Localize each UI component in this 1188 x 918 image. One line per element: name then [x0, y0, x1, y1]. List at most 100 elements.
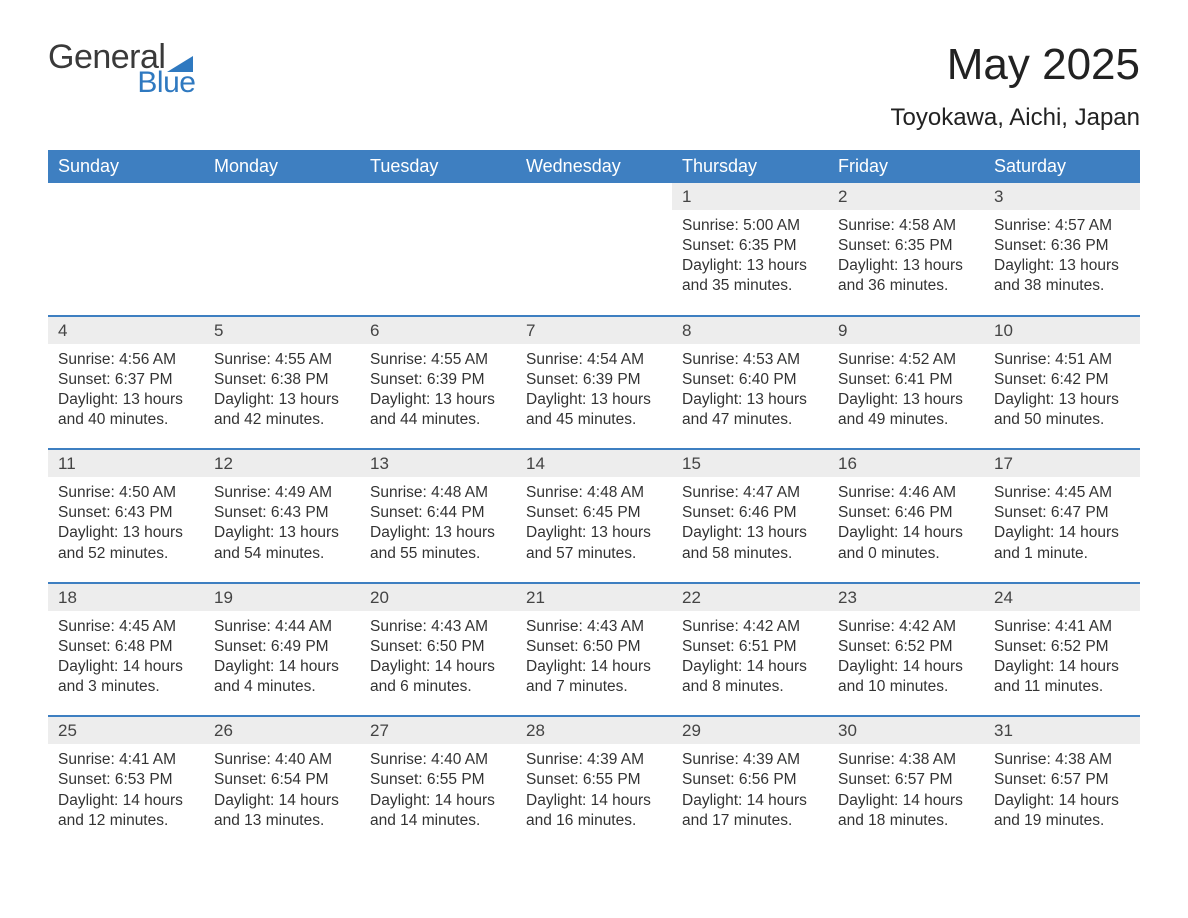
daynum-row: 123 [48, 183, 1140, 210]
sunset-line: Sunset: 6:41 PM [838, 370, 974, 390]
day-details: Sunrise: 4:43 AMSunset: 6:50 PMDaylight:… [516, 611, 672, 716]
daylight-line: Daylight: 14 hours and 12 minutes. [58, 791, 194, 831]
daylight-line: Daylight: 13 hours and 54 minutes. [214, 523, 350, 563]
sunrise-line: Sunrise: 4:43 AM [526, 617, 662, 637]
sunrise-line: Sunrise: 4:40 AM [370, 750, 506, 770]
sunset-line: Sunset: 6:43 PM [58, 503, 194, 523]
logo-text: General Blue [48, 40, 195, 98]
day-details: Sunrise: 4:40 AMSunset: 6:55 PMDaylight:… [360, 744, 516, 849]
daylight-line: Daylight: 14 hours and 13 minutes. [214, 791, 350, 831]
day-details: Sunrise: 4:40 AMSunset: 6:54 PMDaylight:… [204, 744, 360, 849]
sunset-line: Sunset: 6:35 PM [838, 236, 974, 256]
sunset-line: Sunset: 6:42 PM [994, 370, 1130, 390]
sunrise-line: Sunrise: 4:47 AM [682, 483, 818, 503]
sunrise-line: Sunrise: 4:48 AM [370, 483, 506, 503]
day-details: Sunrise: 4:50 AMSunset: 6:43 PMDaylight:… [48, 477, 204, 582]
daylight-line: Daylight: 14 hours and 14 minutes. [370, 791, 506, 831]
daylight-line: Daylight: 13 hours and 42 minutes. [214, 390, 350, 430]
sunrise-line: Sunrise: 4:50 AM [58, 483, 194, 503]
day-number: 19 [204, 584, 360, 611]
sunrise-line: Sunrise: 5:00 AM [682, 216, 818, 236]
day-number: 7 [516, 317, 672, 344]
daylight-line: Daylight: 14 hours and 17 minutes. [682, 791, 818, 831]
daylight-line: Daylight: 13 hours and 50 minutes. [994, 390, 1130, 430]
sunrise-line: Sunrise: 4:45 AM [58, 617, 194, 637]
logo-word1: General [48, 40, 195, 74]
sunset-line: Sunset: 6:44 PM [370, 503, 506, 523]
details-row: Sunrise: 4:56 AMSunset: 6:37 PMDaylight:… [48, 344, 1140, 449]
header: General Blue May 2025 Toyokawa, Aichi, J… [48, 40, 1140, 132]
details-row: Sunrise: 4:45 AMSunset: 6:48 PMDaylight:… [48, 611, 1140, 716]
sunrise-line: Sunrise: 4:38 AM [994, 750, 1130, 770]
day-number: 1 [672, 183, 828, 210]
day-details: Sunrise: 4:58 AMSunset: 6:35 PMDaylight:… [828, 210, 984, 315]
daynum-row: 18192021222324 [48, 584, 1140, 611]
day-number: 20 [360, 584, 516, 611]
sunrise-line: Sunrise: 4:55 AM [370, 350, 506, 370]
logo-mark-icon [165, 44, 195, 82]
day-details: Sunrise: 4:46 AMSunset: 6:46 PMDaylight:… [828, 477, 984, 582]
week-row: 123Sunrise: 5:00 AMSunset: 6:35 PMDaylig… [48, 183, 1140, 315]
day-number: 14 [516, 450, 672, 477]
day-details: Sunrise: 4:39 AMSunset: 6:56 PMDaylight:… [672, 744, 828, 849]
day-details: Sunrise: 5:00 AMSunset: 6:35 PMDaylight:… [672, 210, 828, 315]
day-details: Sunrise: 4:39 AMSunset: 6:55 PMDaylight:… [516, 744, 672, 849]
sunrise-line: Sunrise: 4:46 AM [838, 483, 974, 503]
day-number: 11 [48, 450, 204, 477]
day-number [360, 183, 516, 210]
sunrise-line: Sunrise: 4:44 AM [214, 617, 350, 637]
day-number: 8 [672, 317, 828, 344]
sunrise-line: Sunrise: 4:53 AM [682, 350, 818, 370]
day-number: 10 [984, 317, 1140, 344]
sunset-line: Sunset: 6:38 PM [214, 370, 350, 390]
day-number: 28 [516, 717, 672, 744]
daylight-line: Daylight: 14 hours and 1 minute. [994, 523, 1130, 563]
title-block: May 2025 Toyokawa, Aichi, Japan [891, 40, 1140, 132]
daynum-row: 25262728293031 [48, 717, 1140, 744]
day-number: 9 [828, 317, 984, 344]
sunrise-line: Sunrise: 4:54 AM [526, 350, 662, 370]
sunset-line: Sunset: 6:54 PM [214, 770, 350, 790]
daylight-line: Daylight: 14 hours and 18 minutes. [838, 791, 974, 831]
sunrise-line: Sunrise: 4:55 AM [214, 350, 350, 370]
day-details: Sunrise: 4:54 AMSunset: 6:39 PMDaylight:… [516, 344, 672, 449]
sunrise-line: Sunrise: 4:41 AM [994, 617, 1130, 637]
daylight-line: Daylight: 14 hours and 0 minutes. [838, 523, 974, 563]
sunrise-line: Sunrise: 4:42 AM [682, 617, 818, 637]
day-details: Sunrise: 4:42 AMSunset: 6:51 PMDaylight:… [672, 611, 828, 716]
calendar: SundayMondayTuesdayWednesdayThursdayFrid… [48, 150, 1140, 849]
day-number [204, 183, 360, 210]
sunset-line: Sunset: 6:50 PM [526, 637, 662, 657]
daylight-line: Daylight: 13 hours and 55 minutes. [370, 523, 506, 563]
day-number [516, 183, 672, 210]
daylight-line: Daylight: 14 hours and 4 minutes. [214, 657, 350, 697]
day-number: 13 [360, 450, 516, 477]
day-number: 17 [984, 450, 1140, 477]
sunset-line: Sunset: 6:36 PM [994, 236, 1130, 256]
day-details: Sunrise: 4:38 AMSunset: 6:57 PMDaylight:… [984, 744, 1140, 849]
page-title: May 2025 [891, 40, 1140, 90]
daylight-line: Daylight: 14 hours and 10 minutes. [838, 657, 974, 697]
day-number: 31 [984, 717, 1140, 744]
daylight-line: Daylight: 14 hours and 11 minutes. [994, 657, 1130, 697]
day-number: 27 [360, 717, 516, 744]
day-details: Sunrise: 4:45 AMSunset: 6:47 PMDaylight:… [984, 477, 1140, 582]
sunset-line: Sunset: 6:57 PM [838, 770, 974, 790]
day-details: Sunrise: 4:55 AMSunset: 6:39 PMDaylight:… [360, 344, 516, 449]
sunrise-line: Sunrise: 4:58 AM [838, 216, 974, 236]
day-details: Sunrise: 4:56 AMSunset: 6:37 PMDaylight:… [48, 344, 204, 449]
day-details: Sunrise: 4:44 AMSunset: 6:49 PMDaylight:… [204, 611, 360, 716]
sunset-line: Sunset: 6:39 PM [526, 370, 662, 390]
daylight-line: Daylight: 14 hours and 8 minutes. [682, 657, 818, 697]
sunset-line: Sunset: 6:52 PM [994, 637, 1130, 657]
sunrise-line: Sunrise: 4:49 AM [214, 483, 350, 503]
daylight-line: Daylight: 13 hours and 36 minutes. [838, 256, 974, 296]
sunrise-line: Sunrise: 4:51 AM [994, 350, 1130, 370]
sunset-line: Sunset: 6:43 PM [214, 503, 350, 523]
sunset-line: Sunset: 6:57 PM [994, 770, 1130, 790]
sunset-line: Sunset: 6:47 PM [994, 503, 1130, 523]
sunrise-line: Sunrise: 4:38 AM [838, 750, 974, 770]
daynum-row: 45678910 [48, 317, 1140, 344]
sunrise-line: Sunrise: 4:48 AM [526, 483, 662, 503]
daylight-line: Daylight: 13 hours and 38 minutes. [994, 256, 1130, 296]
